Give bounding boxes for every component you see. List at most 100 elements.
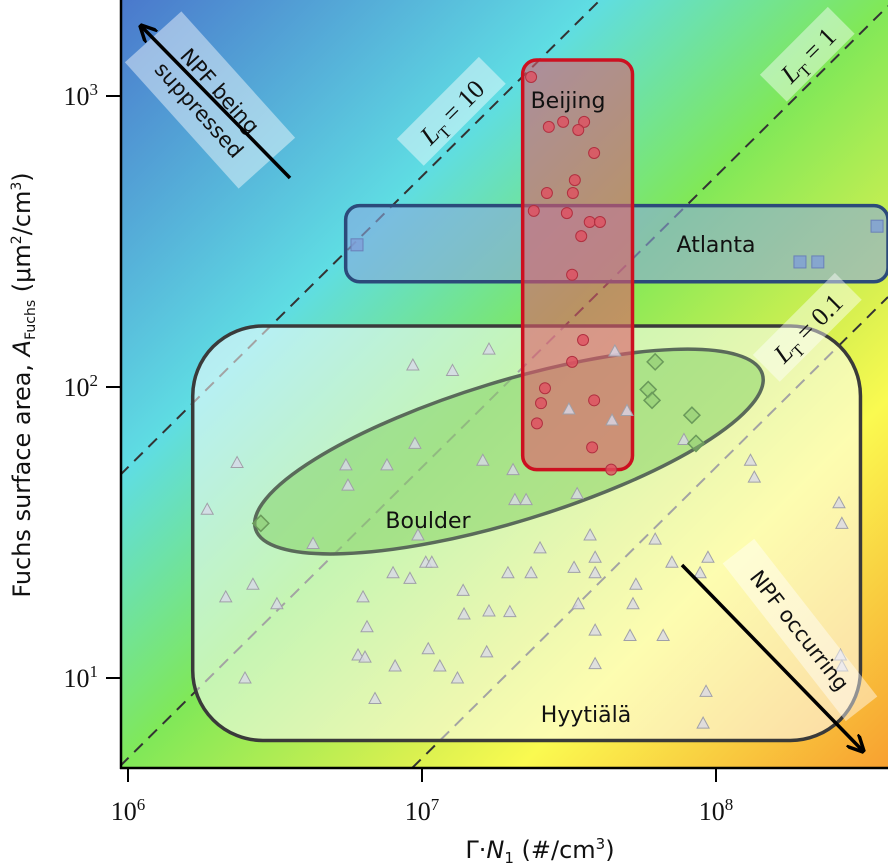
point-hyytil [677, 432, 691, 446]
lt-label-10: LT = 10 [396, 56, 506, 166]
point-hyytil [571, 596, 586, 610]
point-hyytil [403, 571, 417, 584]
point-hyytil [832, 495, 846, 509]
point-beijing [530, 417, 543, 430]
point-hyytil [524, 565, 538, 579]
point-hyytil [339, 457, 353, 471]
point-hyytil [588, 550, 602, 563]
point-beijing [525, 71, 538, 84]
data-points [200, 71, 884, 729]
point-hyytil [368, 691, 382, 705]
point-boulder [642, 391, 662, 410]
x-tick-label: 108 [699, 795, 734, 826]
point-beijing [583, 215, 596, 228]
point-hyytil [626, 596, 640, 610]
point-hyytil [479, 644, 494, 658]
region-label-atlanta: Atlanta [677, 233, 756, 258]
point-hyytil [835, 658, 849, 672]
point-hyytil [380, 457, 394, 471]
point-beijing [560, 207, 573, 220]
point-beijing [577, 334, 590, 347]
point-beijing [572, 124, 585, 137]
point-hyytil [656, 628, 670, 641]
point-beijing [538, 382, 551, 395]
point-hyytil [501, 565, 515, 579]
point-hyytil [457, 606, 471, 620]
point-hyytil [306, 536, 320, 549]
point-hyytil [246, 577, 260, 590]
point-hyytil [482, 603, 496, 617]
point-hyytil [358, 650, 372, 663]
point-boulder [682, 406, 701, 425]
point-hyytil [648, 532, 663, 545]
region-beijing [520, 58, 635, 472]
y-tick-label: 101 [64, 662, 99, 693]
point-hyytil [238, 670, 252, 684]
point-hyytil [605, 412, 619, 426]
x-tick-label: 107 [405, 795, 440, 826]
point-hyytil [406, 357, 420, 371]
point-hyytil [747, 470, 762, 483]
point-hyytil [570, 486, 584, 500]
point-hyytil [583, 527, 597, 541]
point-hyytil [341, 478, 355, 491]
point-beijing [605, 463, 618, 476]
point-beijing [588, 146, 601, 159]
point-hyytil [456, 583, 470, 596]
point-hyytil [693, 565, 707, 579]
point-hyytil [408, 436, 422, 449]
regions [190, 58, 888, 743]
point-boulder [251, 514, 270, 533]
point-beijing [568, 174, 581, 187]
point-beijing [540, 187, 553, 200]
y-tick-label: 102 [64, 371, 99, 402]
point-hyytil [567, 560, 581, 573]
point-hyytil [482, 342, 496, 355]
point-hyytil [562, 401, 576, 415]
point-hyytil [696, 716, 710, 729]
point-boulder [646, 352, 665, 371]
point-atlanta [870, 219, 884, 233]
point-hyytil [360, 619, 374, 633]
point-hyytil [388, 658, 402, 672]
point-beijing [527, 204, 540, 217]
point-hyytil [835, 516, 849, 529]
point-hyytil [699, 684, 713, 697]
point-hyytil [450, 670, 465, 684]
point-beijing [557, 115, 570, 128]
region-boulder [252, 347, 765, 556]
point-hyytil [351, 647, 365, 661]
point-hyytil [701, 550, 715, 563]
point-beijing [542, 120, 555, 133]
region-label-boulder: Boulder [385, 509, 471, 534]
point-hyytil [833, 647, 848, 661]
reference-line-lt-10 [120, 0, 601, 476]
point-hyytil [475, 453, 490, 466]
point-hyytil [588, 565, 602, 579]
point-beijing [535, 397, 548, 410]
point-beijing [593, 215, 606, 228]
point-hyytil [623, 628, 637, 641]
point-atlanta [811, 255, 825, 269]
point-hyytil [519, 492, 533, 506]
point-beijing [586, 441, 599, 454]
point-beijing [566, 187, 579, 200]
point-hyytil [411, 527, 425, 541]
point-hyytil [665, 555, 679, 568]
axis-ticks: 106 107 108 103 102 101 [64, 80, 734, 826]
point-beijing [578, 115, 591, 128]
point-hyytil [629, 577, 643, 590]
arrow-npf-occurring [680, 563, 862, 750]
point-hyytil [200, 502, 215, 515]
point-hyytil [620, 403, 634, 417]
point-beijing [566, 268, 579, 281]
point-hyytil [588, 656, 602, 670]
point-hyytil [608, 343, 622, 357]
point-beijing [566, 355, 579, 368]
point-hyytil [506, 462, 520, 476]
point-hyytil [743, 453, 758, 466]
point-beijing [588, 394, 601, 407]
point-hyytil [270, 596, 284, 610]
region-label-hyytiala: Hyytiälä [541, 703, 631, 728]
